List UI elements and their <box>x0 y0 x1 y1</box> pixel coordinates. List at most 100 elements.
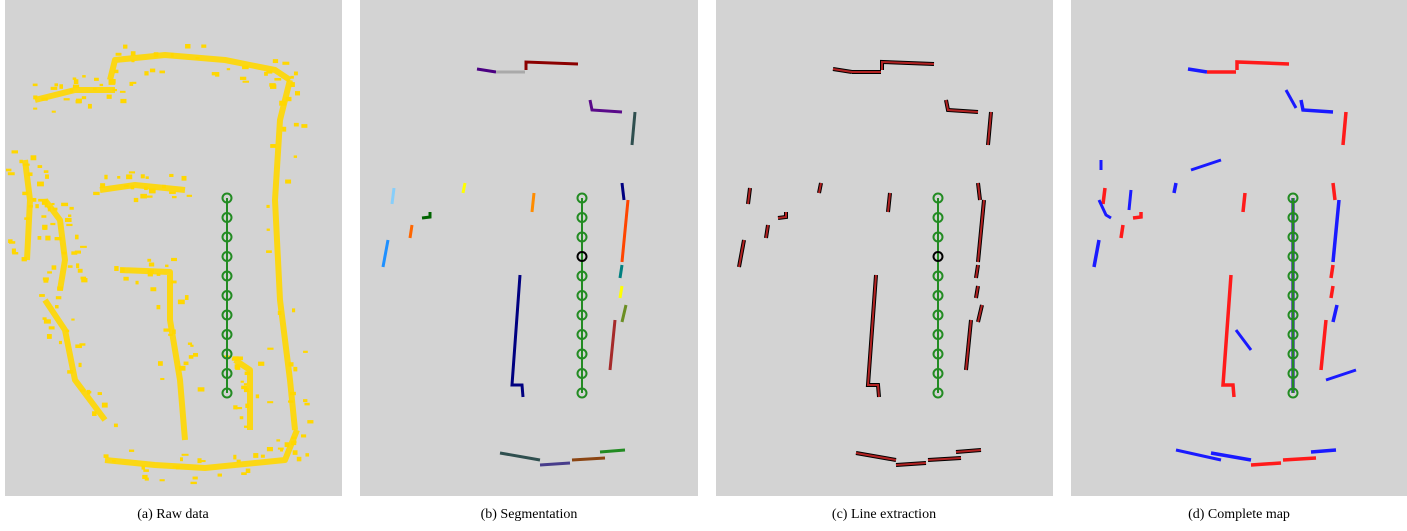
raw-point <box>267 229 270 231</box>
raw-point <box>43 277 49 280</box>
raw-point <box>6 169 11 172</box>
raw-point <box>116 53 122 56</box>
raw-point <box>169 174 173 177</box>
raw-point <box>185 44 190 49</box>
raw-point <box>201 44 206 47</box>
raw-point <box>57 287 63 291</box>
raw-point <box>303 399 307 402</box>
raw-point <box>171 281 177 284</box>
raw-point <box>244 383 247 385</box>
raw-point <box>157 305 161 309</box>
raw-point <box>266 205 269 208</box>
raw-point <box>295 91 300 95</box>
raw-point <box>24 217 29 220</box>
raw-point <box>198 387 205 391</box>
raw-point <box>150 69 155 73</box>
raw-point <box>307 420 313 423</box>
panel-background <box>1071 0 1407 496</box>
raw-point <box>76 263 79 268</box>
raw-point <box>215 72 219 77</box>
raw-point <box>65 218 72 222</box>
raw-point <box>301 434 306 437</box>
raw-point <box>171 258 177 261</box>
segment <box>620 286 622 298</box>
raw-point <box>141 174 145 178</box>
raw-point <box>245 404 249 408</box>
segment <box>392 188 394 204</box>
raw-point <box>291 441 296 445</box>
raw-point <box>182 454 189 456</box>
raw-point <box>78 269 83 273</box>
raw-point <box>158 361 163 366</box>
raw-point <box>39 294 45 297</box>
panel <box>360 0 698 496</box>
raw-point <box>157 273 161 276</box>
raw-point <box>294 72 298 76</box>
raw-point <box>147 259 151 262</box>
map-line <box>1174 183 1176 193</box>
raw-point <box>22 192 28 195</box>
raw-point <box>162 185 166 188</box>
raw-point <box>190 345 193 347</box>
raw-point <box>193 477 198 480</box>
raw-point <box>47 271 52 273</box>
raw-point <box>240 77 246 80</box>
raw-point <box>52 265 57 269</box>
raw-point <box>50 223 55 225</box>
raw-point <box>52 111 56 113</box>
raw-point <box>44 319 51 323</box>
raw-point <box>285 180 291 184</box>
raw-point <box>100 84 103 86</box>
segment <box>620 265 622 278</box>
raw-point <box>160 378 164 380</box>
segment <box>463 183 465 193</box>
raw-point <box>150 287 156 291</box>
raw-point <box>22 257 27 261</box>
panel-background <box>360 0 698 496</box>
raw-point <box>301 124 307 128</box>
raw-point <box>33 198 37 202</box>
raw-point <box>184 362 189 366</box>
raw-point <box>303 351 308 353</box>
raw-point <box>146 176 149 179</box>
raw-point <box>168 334 173 336</box>
raw-point <box>237 460 241 463</box>
raw-point <box>286 97 292 101</box>
raw-point <box>117 176 120 179</box>
raw-point <box>68 265 73 268</box>
map-line <box>1243 193 1245 212</box>
raw-point <box>266 70 272 73</box>
raw-point <box>180 457 183 461</box>
raw-point <box>245 372 250 375</box>
raw-point <box>182 176 187 181</box>
segment <box>540 463 570 465</box>
raw-point <box>131 51 136 56</box>
raw-point <box>51 203 54 205</box>
raw-point <box>12 150 18 153</box>
raw-point <box>100 183 105 188</box>
raw-point <box>80 389 85 391</box>
raw-point <box>66 330 70 333</box>
raw-point <box>179 366 186 371</box>
raw-point <box>104 454 109 458</box>
raw-point <box>120 99 126 103</box>
raw-point <box>79 363 82 367</box>
raw-point <box>244 426 248 428</box>
raw-point <box>270 144 276 148</box>
raw-point <box>28 205 33 207</box>
raw-point <box>242 66 249 70</box>
raw-point <box>278 311 282 315</box>
raw-point <box>47 334 52 339</box>
raw-point <box>237 356 243 360</box>
raw-point <box>129 171 135 173</box>
raw-point <box>44 170 49 173</box>
raw-point <box>140 194 147 199</box>
raw-point <box>45 174 49 178</box>
raw-point <box>131 185 135 189</box>
raw-point <box>293 367 297 371</box>
raw-point <box>73 85 79 88</box>
raw-point <box>293 450 298 455</box>
raw-point <box>114 70 118 73</box>
raw-point <box>33 108 37 110</box>
raw-point <box>235 364 240 369</box>
